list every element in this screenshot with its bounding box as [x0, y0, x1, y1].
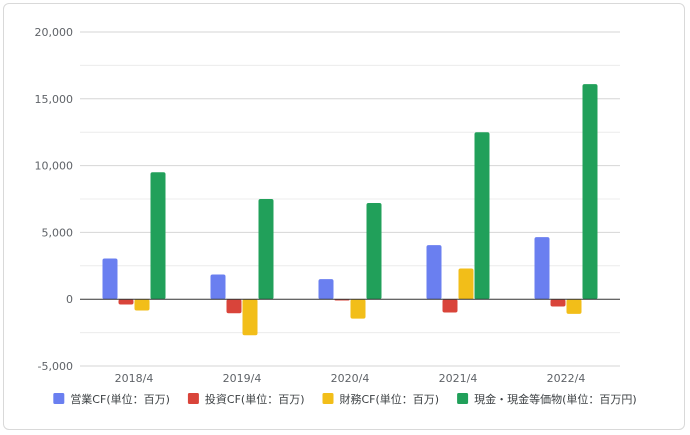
bar-1-5: [534, 237, 550, 300]
bar-1-2: [210, 274, 226, 300]
chart-frame: [3, 3, 685, 430]
y-tick-label: 0: [66, 293, 73, 306]
legend: 営業CF(単位：百万) 投資CF(単位：百万) 財務CF(単位：百万) 現金・現金等価…: [53, 392, 637, 406]
y-tick-label: -5,000: [38, 360, 73, 373]
gridlines: [80, 31, 620, 367]
bar-4-4: [474, 132, 490, 300]
bar-1-3: [318, 279, 334, 300]
bar-3-5: [566, 299, 582, 314]
y-tick-label: 15,000: [35, 93, 74, 106]
x-tick-label: 2021/4: [439, 372, 478, 385]
x-tick-label: 2020/4: [331, 372, 370, 385]
legend-item-3[interactable]: 財務CF(単位：百万): [322, 392, 440, 406]
legend-item-4[interactable]: 現金・現金等価物(単位：百万円): [457, 392, 637, 406]
legend-label: 財務CF(単位：百万): [340, 392, 440, 406]
bar-1-1: [102, 258, 118, 300]
bar-3-4: [458, 268, 474, 300]
legend-item-1[interactable]: 営業CF(単位：百万): [53, 392, 170, 406]
y-axis: -5,000 0 5,000 10,000 15,000 20,000: [35, 26, 74, 373]
bars: [102, 84, 598, 336]
legend-swatch: [53, 393, 65, 404]
bar-2-5: [550, 299, 566, 307]
legend-swatch: [457, 393, 469, 404]
bar-4-2: [258, 199, 274, 300]
legend-swatch: [322, 393, 334, 404]
bar-4-3: [366, 203, 382, 300]
legend-swatch: [187, 393, 199, 404]
x-tick-label: 2018/4: [115, 372, 154, 385]
bar-2-4: [442, 299, 458, 313]
bar-4-1: [150, 172, 166, 300]
y-tick-label: 5,000: [42, 226, 74, 239]
x-axis: 2018/4 2019/4 2020/4 2021/4 2022/4: [80, 298, 620, 385]
y-tick-label: 20,000: [35, 26, 74, 39]
legend-label: 現金・現金等価物(単位：百万円): [474, 392, 637, 406]
bar-3-3: [350, 299, 366, 319]
bar-3-2: [242, 299, 258, 336]
x-tick-label: 2019/4: [223, 372, 262, 385]
legend-label: 営業CF(単位：百万): [70, 392, 170, 406]
legend-item-2[interactable]: 投資CF(単位：百万): [187, 392, 305, 406]
bar-1-4: [426, 245, 442, 300]
x-tick-label: 2022/4: [547, 372, 586, 385]
bar-4-5: [582, 84, 598, 300]
bar-3-1: [134, 299, 150, 311]
bar-2-1: [118, 299, 134, 305]
y-tick-label: 10,000: [35, 160, 74, 173]
bar-2-2: [226, 299, 242, 314]
legend-label: 投資CF(単位：百万): [205, 392, 305, 406]
